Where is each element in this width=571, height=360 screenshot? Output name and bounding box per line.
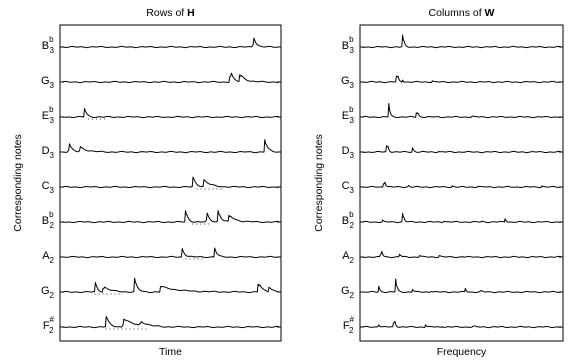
note-letter: E xyxy=(42,110,49,122)
note-letter: D xyxy=(42,145,50,157)
activation-trace xyxy=(61,72,280,84)
note-letter: A xyxy=(42,250,50,262)
note-letter: F xyxy=(343,320,350,332)
note-octave: 2 xyxy=(350,256,355,265)
activation-trace xyxy=(362,75,562,84)
note-label: F# 2 xyxy=(43,315,55,335)
note-label: Bb 2 xyxy=(342,210,355,230)
note-label: Bb 3 xyxy=(42,35,55,55)
note-accidental: # xyxy=(50,315,55,324)
activation-trace xyxy=(62,37,279,49)
chart-title: Columns of W xyxy=(429,7,495,19)
note-octave: 2 xyxy=(349,326,354,335)
note-octave: 2 xyxy=(49,326,54,335)
activation-trace xyxy=(62,139,280,154)
chart-title: Rows of H xyxy=(146,7,194,19)
note-letter: E xyxy=(342,110,349,122)
note-octave: 3 xyxy=(50,116,55,125)
note-letter: G xyxy=(41,75,50,87)
note-octave: 3 xyxy=(50,186,55,195)
note-octave: 3 xyxy=(350,81,355,90)
note-label: Eb 3 xyxy=(342,105,355,125)
note-accidental: b xyxy=(349,35,354,44)
note-label: F# 2 xyxy=(343,315,355,335)
note-label: Eb 3 xyxy=(42,105,55,125)
activation-trace xyxy=(362,181,562,189)
note-accidental: # xyxy=(350,315,355,324)
note-octave: 2 xyxy=(50,291,55,300)
note-letter: C xyxy=(42,180,50,192)
note-octave: 3 xyxy=(50,46,55,55)
note-letter: B xyxy=(342,215,349,227)
x-axis-label: Time xyxy=(159,346,182,358)
note-label: C3 xyxy=(42,180,55,195)
note-label: A2 xyxy=(342,250,354,265)
note-octave: 2 xyxy=(350,221,355,230)
note-label: Bb 2 xyxy=(42,210,55,230)
note-letter: G xyxy=(341,75,350,87)
note-octave: 3 xyxy=(350,46,355,55)
note-letter: C xyxy=(342,180,350,192)
activation-trace xyxy=(61,210,280,224)
note-label: G3 xyxy=(41,75,55,90)
activation-trace xyxy=(61,176,280,189)
note-letter: B xyxy=(342,40,349,52)
note-octave: 2 xyxy=(50,221,55,230)
note-label: C3 xyxy=(342,180,355,195)
activation-trace xyxy=(61,277,280,294)
title-plain: Columns of xyxy=(429,7,485,19)
activation-trace xyxy=(361,320,561,329)
note-octave: 3 xyxy=(350,116,355,125)
panel-frame xyxy=(359,24,564,342)
y-axis-label: Corresponding notes xyxy=(313,134,325,231)
note-letter: D xyxy=(342,145,350,157)
activation-trace xyxy=(361,250,562,259)
activation-trace xyxy=(361,145,562,154)
activation-trace xyxy=(361,103,562,119)
x-axis-label: Frequency xyxy=(437,346,487,358)
note-octave: 3 xyxy=(350,186,355,195)
activation-trace xyxy=(61,108,280,119)
note-label: G2 xyxy=(341,285,355,300)
note-label: A2 xyxy=(42,250,54,265)
panel-2: Columns of W Frequency Corresponding notes… xyxy=(313,7,564,358)
note-accidental: b xyxy=(49,210,54,219)
note-octave: 3 xyxy=(50,81,55,90)
note-octave: 2 xyxy=(350,291,355,300)
note-label: G3 xyxy=(341,75,355,90)
y-axis-label: Corresponding notes xyxy=(12,134,24,231)
note-letter: G xyxy=(341,285,350,297)
panel-frame xyxy=(59,24,282,342)
activation-trace xyxy=(361,34,562,49)
activation-trace xyxy=(62,247,280,259)
note-label: G2 xyxy=(41,285,55,300)
note-letter: F xyxy=(43,320,50,332)
note-accidental: b xyxy=(349,105,354,114)
note-letter: B xyxy=(42,215,49,227)
note-accidental: b xyxy=(49,105,54,114)
note-octave: 3 xyxy=(350,151,355,160)
note-label: D3 xyxy=(342,145,355,160)
note-label: Bb 3 xyxy=(342,35,355,55)
title-bold: W xyxy=(485,7,495,19)
title-bold: H xyxy=(187,7,195,19)
note-octave: 3 xyxy=(50,151,55,160)
activation-trace xyxy=(361,212,561,224)
note-letter: G xyxy=(41,285,50,297)
activation-trace xyxy=(361,278,562,294)
note-accidental: b xyxy=(349,210,354,219)
activation-trace xyxy=(61,315,280,329)
note-letter: B xyxy=(42,40,49,52)
note-letter: A xyxy=(342,250,350,262)
note-octave: 2 xyxy=(50,256,55,265)
note-accidental: b xyxy=(49,35,54,44)
title-plain: Rows of xyxy=(146,7,187,19)
note-label: D3 xyxy=(42,145,55,160)
